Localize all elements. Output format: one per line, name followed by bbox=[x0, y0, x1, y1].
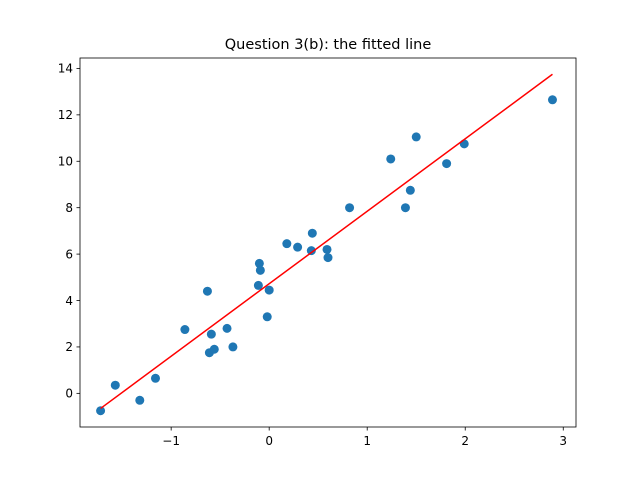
data-point-27 bbox=[411, 132, 421, 142]
data-point-23 bbox=[345, 203, 355, 213]
y-tick-label: 2 bbox=[65, 340, 73, 354]
plot-area bbox=[96, 73, 557, 416]
data-point-5 bbox=[180, 325, 190, 335]
data-point-21 bbox=[322, 244, 332, 254]
data-point-16 bbox=[264, 285, 274, 295]
data-point-3 bbox=[135, 395, 145, 405]
y-tick-label: 0 bbox=[65, 387, 73, 401]
x-axis: −1 0 1 2 3 bbox=[162, 427, 567, 448]
data-point-26 bbox=[405, 185, 415, 195]
data-point-4 bbox=[150, 373, 160, 383]
data-point-20 bbox=[307, 228, 317, 238]
data-point-12 bbox=[253, 280, 263, 290]
x-tick-label: 3 bbox=[559, 434, 567, 448]
y-tick-label: 4 bbox=[65, 294, 73, 308]
data-point-24 bbox=[386, 154, 396, 164]
y-tick-label: 12 bbox=[58, 108, 73, 122]
data-point-29 bbox=[459, 139, 469, 149]
axes-frame bbox=[79, 57, 577, 428]
data-point-1 bbox=[96, 406, 106, 416]
data-point-28 bbox=[442, 159, 452, 169]
data-point-22 bbox=[323, 253, 333, 263]
data-point-10 bbox=[222, 323, 232, 333]
y-tick-label: 10 bbox=[58, 155, 73, 169]
fitted-line bbox=[100, 73, 553, 410]
data-point-30 bbox=[547, 95, 557, 105]
y-tick-label: 14 bbox=[58, 62, 73, 76]
data-point-19 bbox=[306, 246, 316, 256]
data-point-6 bbox=[202, 286, 212, 296]
data-point-25 bbox=[400, 203, 410, 213]
data-point-17 bbox=[282, 239, 292, 249]
data-point-18 bbox=[293, 242, 303, 252]
y-tick-label: 8 bbox=[65, 201, 73, 215]
x-tick-label: −1 bbox=[162, 434, 180, 448]
data-point-9 bbox=[209, 344, 219, 354]
data-point-14 bbox=[255, 265, 265, 275]
data-point-8 bbox=[206, 329, 216, 339]
x-tick-label: 2 bbox=[461, 434, 469, 448]
data-point-13 bbox=[254, 258, 264, 268]
data-point-11 bbox=[228, 342, 238, 352]
y-axis: 0 2 4 6 8 10 12 14 bbox=[58, 62, 80, 401]
x-tick-label: 1 bbox=[363, 434, 371, 448]
data-point-15 bbox=[262, 312, 272, 322]
data-point-2 bbox=[110, 380, 120, 390]
x-tick-label: 0 bbox=[265, 434, 273, 448]
chart-title: Question 3(b): the fitted line bbox=[225, 37, 432, 53]
y-tick-label: 6 bbox=[65, 247, 73, 261]
